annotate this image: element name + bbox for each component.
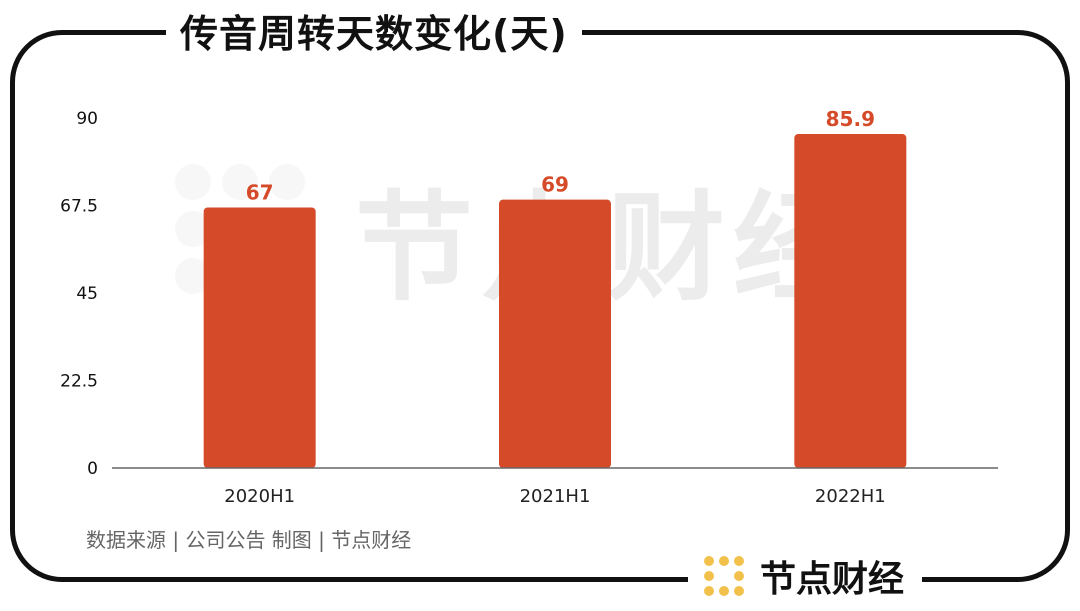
node-dots-logo-icon — [704, 556, 744, 596]
x-tick-label: 2022H1 — [815, 486, 886, 507]
y-tick-label: 22.5 — [60, 372, 98, 392]
brand-footer: 节点财经 — [688, 544, 923, 608]
y-tick-label: 90 — [76, 109, 98, 129]
bar-value-label: 67 — [246, 180, 274, 204]
bar-value-label: 85.9 — [826, 107, 875, 131]
title-container: 传音周转天数变化(天) — [166, 4, 582, 56]
y-axis-labels: 0 22.5 45 67.5 90 — [60, 109, 98, 479]
bar-labels: 67 69 85.9 — [246, 107, 875, 205]
bar-value-label: 69 — [541, 173, 569, 197]
y-tick-label: 67.5 — [60, 197, 98, 217]
x-axis-labels: 2020H1 2021H1 2022H1 — [224, 486, 885, 507]
x-tick-label: 2021H1 — [520, 486, 591, 507]
x-tick-label: 2020H1 — [224, 486, 295, 507]
y-tick-label: 45 — [76, 284, 98, 304]
data-source-text: 数据来源 | 公司公告 制图 | 节点财经 — [86, 528, 412, 552]
chart-title: 传音周转天数变化(天) — [180, 11, 568, 56]
bar — [499, 199, 611, 468]
bar — [794, 133, 907, 468]
y-tick-label: 0 — [87, 459, 98, 479]
brand-name: 节点财经 — [760, 559, 905, 600]
bar — [203, 207, 316, 468]
